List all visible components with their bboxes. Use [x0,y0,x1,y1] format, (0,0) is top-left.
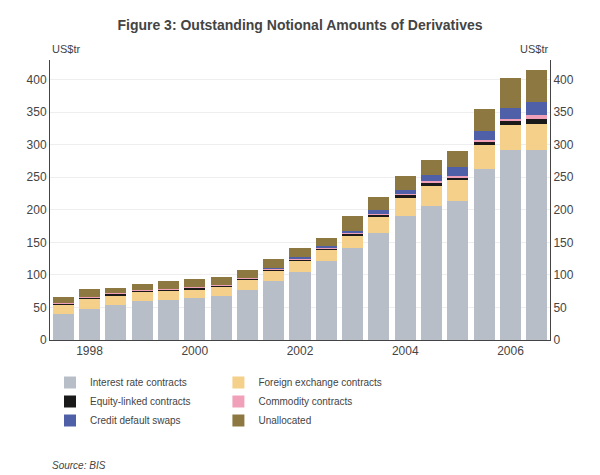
svg-text:200: 200 [27,203,47,217]
svg-text:0: 0 [553,333,560,347]
svg-text:Credit default swaps: Credit default swaps [90,415,181,426]
svg-text:300: 300 [27,138,47,152]
svg-text:100: 100 [553,268,573,282]
svg-text:250: 250 [553,170,573,184]
svg-text:2004: 2004 [392,344,419,358]
svg-text:250: 250 [27,170,47,184]
svg-text:Foreign exchange contracts: Foreign exchange contracts [258,377,381,388]
svg-text:Interest rate contracts: Interest rate contracts [90,377,187,388]
svg-text:2000: 2000 [181,344,208,358]
svg-text:400: 400 [27,73,47,87]
svg-text:Commodity contracts: Commodity contracts [258,396,352,407]
svg-text:US$tr: US$tr [520,43,548,55]
svg-text:200: 200 [553,203,573,217]
svg-text:150: 150 [27,236,47,250]
svg-text:0: 0 [40,333,47,347]
svg-text:50: 50 [553,301,567,315]
svg-text:Unallocated: Unallocated [258,415,311,426]
svg-text:50: 50 [33,301,47,315]
svg-text:1998: 1998 [76,344,103,358]
svg-text:350: 350 [27,105,47,119]
svg-text:Source: BIS: Source: BIS [52,460,106,471]
svg-text:150: 150 [553,236,573,250]
svg-text:Figure 3: Outstanding Notional: Figure 3: Outstanding Notional Amounts o… [117,17,482,33]
svg-text:400: 400 [553,73,573,87]
svg-text:300: 300 [553,138,573,152]
svg-text:Equity-linked contracts: Equity-linked contracts [90,396,191,407]
svg-text:350: 350 [553,105,573,119]
svg-text:US$tr: US$tr [52,43,80,55]
svg-text:100: 100 [27,268,47,282]
svg-text:2006: 2006 [497,344,524,358]
svg-text:2002: 2002 [287,344,314,358]
